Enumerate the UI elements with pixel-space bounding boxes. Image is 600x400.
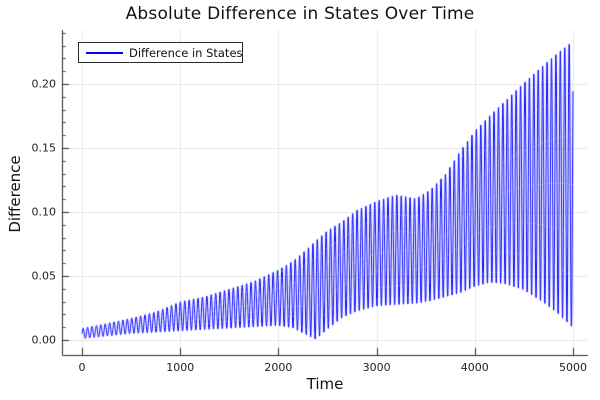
x-tick-label: 3000 [362, 361, 391, 374]
legend-line-sample [86, 51, 123, 54]
x-tick-label: 4000 [460, 361, 489, 374]
legend-label: Difference in States [129, 45, 243, 60]
x-tick-label: 5000 [558, 361, 587, 374]
x-axis-label: Time [306, 375, 344, 393]
y-tick-label: 0.10 [31, 205, 57, 219]
y-tick-label: 0.20 [31, 77, 57, 91]
y-tick-label: 0.15 [31, 141, 57, 155]
x-tick-label: 2000 [264, 361, 293, 374]
y-tick-label: 0.05 [31, 269, 57, 283]
chart-title: Absolute Difference in States Over Time [125, 4, 475, 24]
legend: Difference in States [78, 42, 243, 63]
y-tick-label: 0.00 [31, 333, 57, 347]
x-tick-label: 0 [78, 361, 86, 374]
x-tick-label: 1000 [166, 361, 195, 374]
